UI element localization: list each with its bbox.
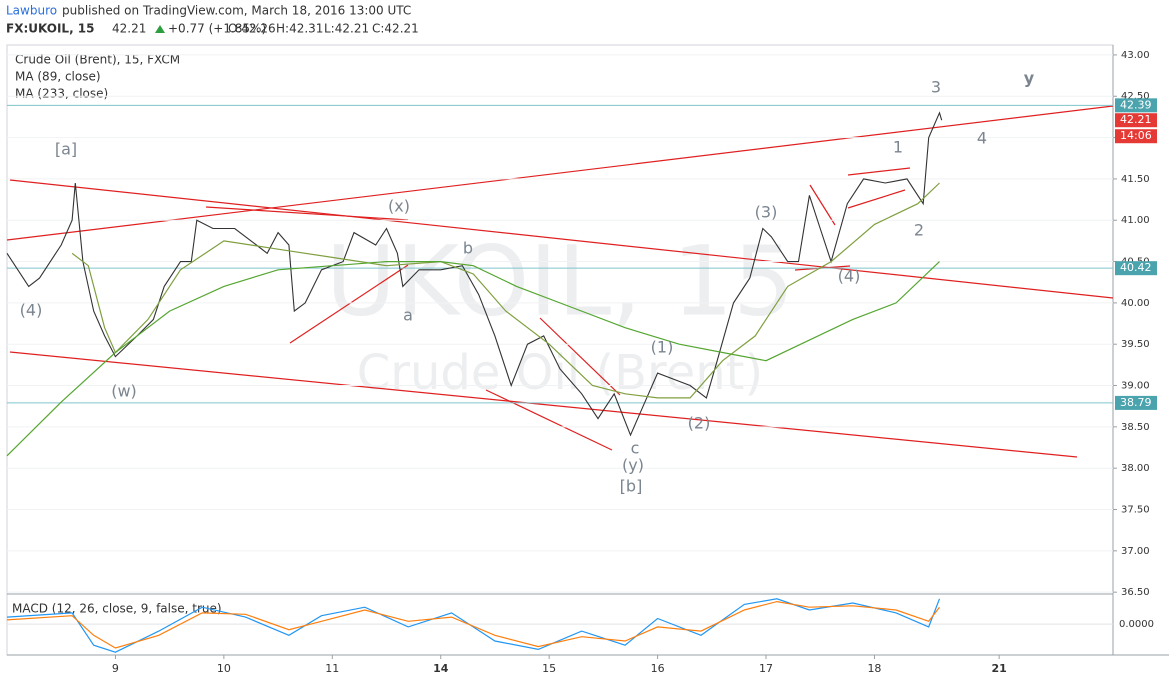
y-tick-label: 39.50 <box>1121 339 1150 350</box>
y-tick-label: 38.50 <box>1121 422 1150 433</box>
x-tick-label: 9 <box>112 662 119 675</box>
wave-label: (y) <box>622 456 644 475</box>
symbol: FX:UKOIL, 15 <box>6 22 95 36</box>
wave-label: (x) <box>388 197 410 216</box>
wave-label: 3 <box>931 78 941 97</box>
author[interactable]: Lawburo <box>6 4 57 18</box>
wave-label: (1) <box>651 338 674 357</box>
wave-label: c <box>631 439 640 458</box>
trend-line <box>539 317 621 396</box>
trend-line <box>9 179 1114 299</box>
wave-label: (2) <box>688 414 711 433</box>
trend-line <box>289 264 409 344</box>
legend-ma: MA (233, close) <box>15 87 108 101</box>
published: published on TradingView.com, March 18, … <box>62 4 411 18</box>
ohlc: L:42.21 <box>324 22 369 36</box>
legend-ma: MA (89, close) <box>15 70 101 84</box>
y-tick-label: 37.00 <box>1121 546 1150 557</box>
wave-label: [a] <box>55 140 77 159</box>
watermark-symbol: UKOIL, 15 <box>326 225 795 337</box>
wave-label: b <box>463 239 473 258</box>
price-tag <box>1115 98 1157 113</box>
ohlc: O:42.26 <box>228 22 276 36</box>
last-price-tag <box>1115 113 1157 128</box>
price-tag <box>1115 261 1157 276</box>
price-tag-label: 38.79 <box>1120 396 1152 409</box>
ohlc: H:42.31 <box>276 22 323 36</box>
up-arrow <box>155 25 165 33</box>
price-line <box>6 111 943 437</box>
wave-label: 1 <box>893 138 903 157</box>
macd-line <box>6 600 940 649</box>
price-tag <box>1115 395 1157 410</box>
x-tick-label: 17 <box>759 662 773 675</box>
trend-line <box>485 389 613 451</box>
macd-label: MACD (12, 26, close, 9, false, true) <box>12 602 222 616</box>
wave-label: (4) <box>20 301 43 320</box>
y-tick-label: 41.50 <box>1121 174 1150 185</box>
x-tick-label: 18 <box>867 662 881 675</box>
wave-label: (w) <box>111 382 137 401</box>
y-tick-label: 40.00 <box>1121 298 1150 309</box>
y-tick-label: 43.00 <box>1121 50 1150 61</box>
macd-tick-label: 0.0000 <box>1119 619 1154 630</box>
trend-line <box>809 184 836 226</box>
wave-label: 2 <box>914 221 924 240</box>
price-tag-label: 40.42 <box>1120 261 1152 274</box>
wave-label: [b] <box>620 477 643 496</box>
y-tick-label: 37.50 <box>1121 505 1150 516</box>
price-line <box>71 182 940 399</box>
wave-label: 4 <box>977 129 987 148</box>
x-tick-label: 16 <box>651 662 665 675</box>
y-tick-label: 38.00 <box>1121 463 1150 474</box>
last-price-label: 42.21 <box>1120 113 1152 126</box>
trend-line <box>6 105 1114 241</box>
y-tick-label: 42.50 <box>1121 91 1150 102</box>
price-line <box>6 261 940 457</box>
x-tick-label: 14 <box>433 662 449 675</box>
trend-line <box>9 351 1078 458</box>
y-tick-label: 36.50 <box>1121 587 1150 598</box>
trend-line <box>205 206 409 221</box>
last: 42.21 <box>112 22 146 36</box>
wave-label: a <box>403 306 413 325</box>
wave-label: y <box>1024 69 1035 88</box>
watermark: UKOIL, 15 Crude Oil (Brent) <box>326 225 795 401</box>
x-tick-label: 15 <box>542 662 556 675</box>
trend-line <box>847 167 911 176</box>
x-tick-label: 11 <box>325 662 339 675</box>
ohlc: C:42.21 <box>372 22 419 36</box>
change: +0.77 (+1.85%) <box>168 22 266 36</box>
price-tag-label: 42.39 <box>1120 98 1152 111</box>
wave-label: (4) <box>838 267 861 286</box>
y-tick-label: 41.00 <box>1121 215 1150 226</box>
wave-label: (3) <box>755 203 778 222</box>
x-tick-label: 10 <box>217 662 231 675</box>
legend-main: Crude Oil (Brent), 15, FXCM <box>15 53 180 67</box>
countdown-label: 14:06 <box>1120 129 1152 142</box>
x-tick-label: 21 <box>991 662 1006 675</box>
trend-line <box>847 189 906 209</box>
y-tick-label: 39.00 <box>1121 381 1150 392</box>
trend-lines <box>6 105 1114 458</box>
countdown-tag <box>1115 129 1157 144</box>
macd-line <box>6 598 941 653</box>
